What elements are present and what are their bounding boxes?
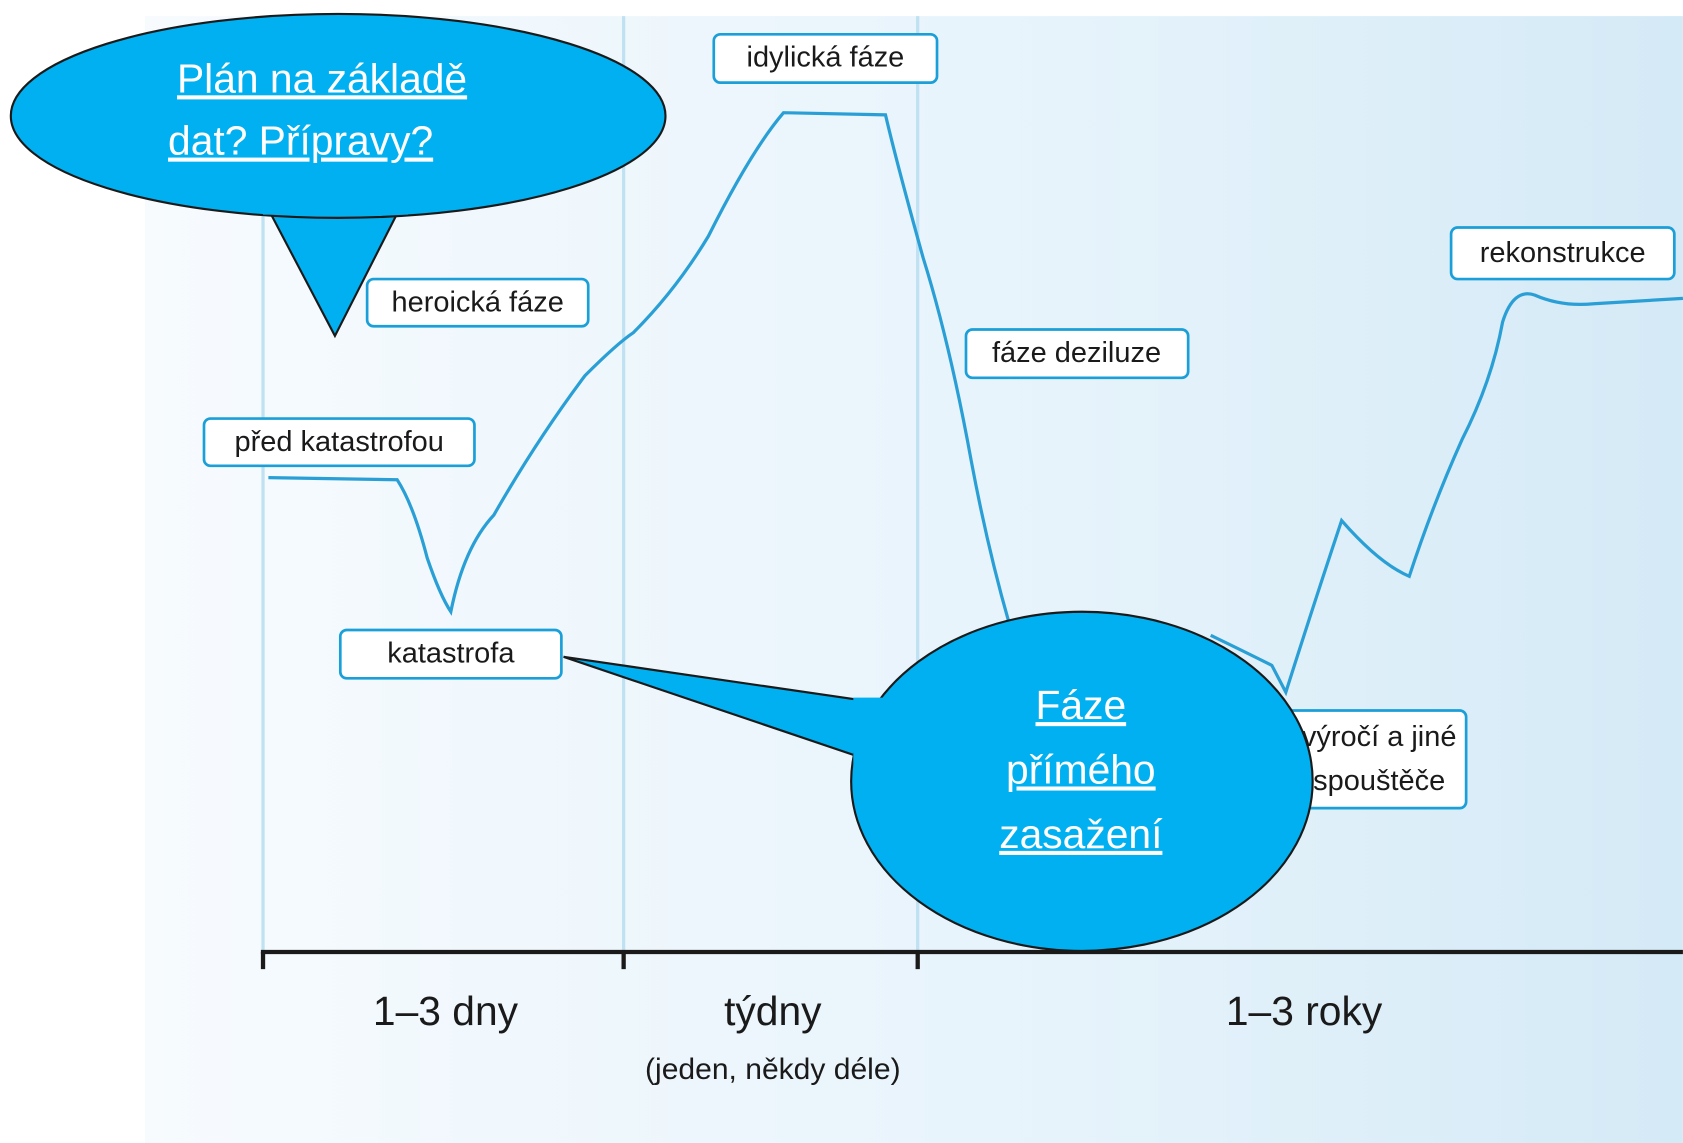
phase-labels: před katastrofou katastrofa heroická fáz… xyxy=(202,33,1676,810)
phase-label: rekonstrukce xyxy=(1480,237,1646,269)
period-note: (jeden, někdy déle) xyxy=(645,1053,901,1086)
callout-top: Plán na základě dat? Přípravy? xyxy=(9,12,667,339)
period-label: týdny xyxy=(724,988,822,1034)
callout-text: Plán na základě xyxy=(177,55,467,101)
callout-bottom: Fáze přímého zasažení xyxy=(563,610,1314,952)
phase-label: heroická fáze xyxy=(392,286,564,318)
phase-label: fáze deziluze xyxy=(992,337,1161,369)
phase-label: spouštěče xyxy=(1313,765,1445,797)
callout-text: Fáze xyxy=(1036,682,1127,728)
callout-text: přímého xyxy=(1006,746,1156,792)
phase-label: před katastrofou xyxy=(235,426,444,458)
phase-label: výročí a jiné xyxy=(1302,721,1457,753)
period-label: 1–3 roky xyxy=(1226,988,1383,1034)
callout-text: zasažení xyxy=(999,811,1163,857)
callout-text: dat? Přípravy? xyxy=(168,118,433,164)
phase-label: katastrofa xyxy=(387,637,515,669)
time-axis xyxy=(260,949,1683,970)
phase-label: idylická fáze xyxy=(747,42,905,74)
mood-curve xyxy=(268,111,1683,697)
period-label: 1–3 dny xyxy=(373,988,519,1034)
